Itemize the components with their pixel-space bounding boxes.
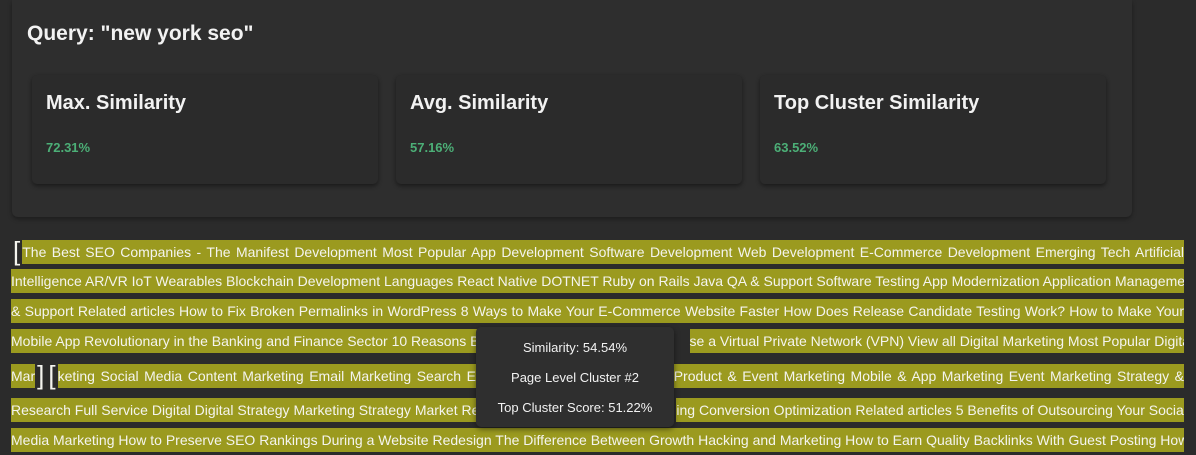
card-title: Top Cluster Similarity — [774, 92, 980, 114]
chunk-open-bracket: [ — [13, 236, 21, 266]
card-value: 63.52% — [774, 140, 819, 155]
text-line: Media Marketing How to Preserve SEO Rank… — [11, 425, 1184, 455]
tooltip-cluster: Page Level Cluster #2 — [511, 370, 639, 385]
text-line: & Support Related articles How to Fix Br… — [11, 296, 1184, 326]
highlighted-chunk[interactable]: Media Marketing How to Preserve SEO Rank… — [11, 428, 1184, 452]
chunk-close-bracket: ] — [37, 360, 45, 390]
highlighted-chunk[interactable]: Mobile App Revolutionary in the Banking … — [11, 329, 480, 353]
query-summary-panel: Query: "new york seo" Max. Similarity 72… — [12, 0, 1132, 217]
metric-cards: Max. Similarity 72.31% Avg. Similarity 5… — [32, 75, 1126, 184]
highlighted-chunk[interactable]: keting Social Media Content Marketing Em… — [57, 364, 484, 388]
card-value: 57.16% — [410, 140, 455, 155]
tooltip-similarity: Similarity: 54.54% — [522, 340, 628, 355]
highlighted-chunk[interactable]: Intelligence AR/VR IoT Wearables Blockch… — [11, 269, 1184, 293]
card-value: 72.31% — [46, 140, 91, 155]
chunk-tooltip: Similarity: 54.54% Page Level Cluster #2… — [476, 327, 674, 427]
card-title: Avg. Similarity — [410, 92, 549, 114]
text-line: Mar][keting Social Media Content Marketi… — [11, 356, 1184, 395]
max-similarity-card: Max. Similarity 72.31% — [32, 75, 378, 184]
card-title: Max. Similarity — [46, 92, 187, 114]
highlighted-chunk[interactable]: Product & Event Marketing Mobile & App M… — [673, 364, 1184, 388]
highlighted-chunk[interactable]: ing Conversion Optimization Related arti… — [676, 398, 1184, 422]
highlighted-chunk[interactable]: Research Full Service Digital Digital St… — [11, 398, 487, 422]
query-title: Query: "new york seo" — [27, 22, 254, 45]
highlighted-chunk[interactable]: Mar — [11, 364, 36, 388]
top-cluster-similarity-card: Top Cluster Similarity 63.52% — [760, 75, 1106, 184]
highlighted-chunk[interactable]: The Best SEO Companies - The Manifest De… — [22, 240, 1184, 264]
chunk-open-bracket: [ — [48, 360, 56, 390]
text-line: Mobile App Revolutionary in the Banking … — [11, 326, 1184, 356]
text-line: [The Best SEO Companies - The Manifest D… — [11, 236, 1184, 266]
text-line: Intelligence AR/VR IoT Wearables Blockch… — [11, 266, 1184, 296]
highlighted-chunk[interactable]: se a Virtual Private Network (VPN) View … — [689, 329, 1184, 353]
highlighted-chunk[interactable]: & Support Related articles How to Fix Br… — [11, 299, 1184, 323]
avg-similarity-card: Avg. Similarity 57.16% — [396, 75, 742, 184]
text-line: Research Full Service Digital Digital St… — [11, 395, 1184, 425]
tooltip-top-cluster-score: Top Cluster Score: 51.22% — [497, 400, 653, 415]
highlighted-page-text: [The Best SEO Companies - The Manifest D… — [11, 236, 1184, 455]
